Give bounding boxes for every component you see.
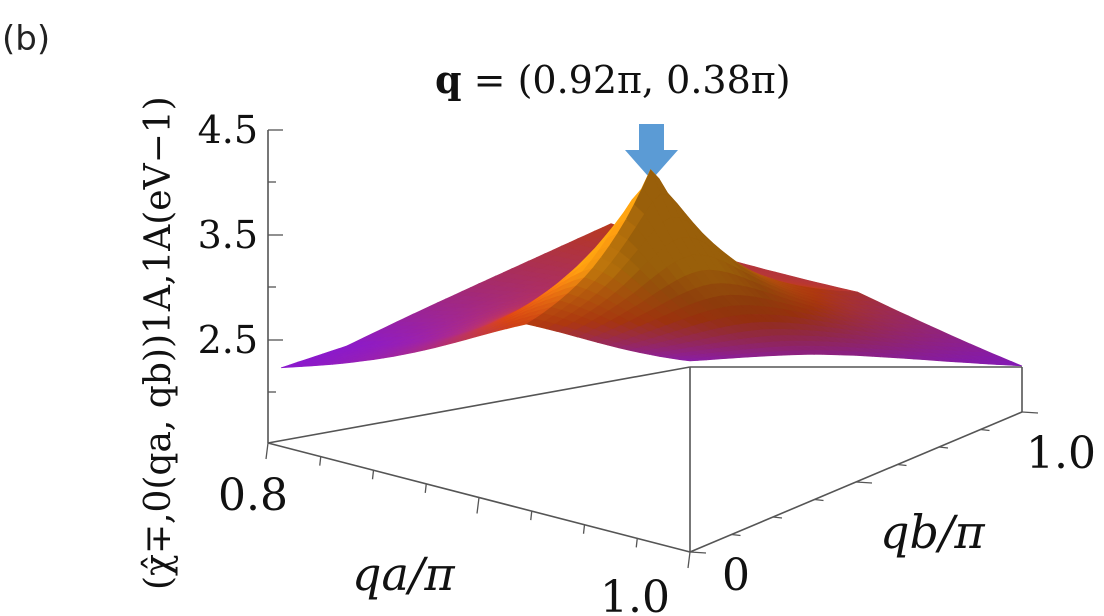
qb-tick-0: 0: [722, 550, 750, 601]
qb-tick-1.0: 1.0: [1026, 428, 1096, 479]
qb-tick-mark: [980, 428, 990, 432]
qb-tick-mark: [855, 481, 873, 484]
qb-tick-mark: [897, 463, 907, 467]
qb-tick-mark: [772, 516, 783, 519]
qb-tick-mark: [731, 533, 741, 537]
qb-axis-title: qb/π: [880, 505, 985, 559]
qa-tick-mark: [371, 470, 375, 480]
qa-axis-ticks: [265, 442, 691, 569]
surface-mesh: [280, 168, 1023, 369]
qb-tick-mark: [814, 498, 824, 502]
panel-label: (b): [2, 19, 50, 59]
qa-tick-mark: [530, 511, 533, 521]
z-axis-ticks: [268, 129, 283, 393]
qa-tick-0.8: 0.8: [218, 470, 288, 521]
z-tick-3.5: 3.5: [198, 213, 258, 257]
qa-tick-mark: [687, 551, 691, 569]
peak-arrow-icon: [625, 124, 678, 180]
peak-annotation-bold: q: [435, 57, 462, 102]
qa-tick-mark: [635, 538, 638, 548]
qa-tick-1.0: 1.0: [600, 572, 670, 616]
qa-tick-mark: [476, 497, 480, 514]
qa-tick-mark: [424, 483, 427, 493]
z-tick-4.5: 4.5: [198, 108, 258, 152]
axes-box: [265, 129, 1039, 569]
peak-annotation: q = (0.92π, 0.38π): [435, 57, 791, 102]
qb-axis-ticks: [689, 411, 1039, 554]
peak-annotation-value: = (0.92π, 0.38π): [462, 58, 791, 102]
qa-tick-mark: [265, 442, 269, 460]
qb-tick-mark: [1021, 411, 1039, 414]
qb-tick-mark: [938, 446, 949, 449]
qa-tick-mark: [319, 456, 322, 466]
qb-tick-mark: [689, 551, 707, 554]
back-axis-line: [267, 366, 691, 444]
z-tick-2.5: 2.5: [198, 318, 258, 362]
qa-tick-mark: [582, 524, 586, 534]
surface-facet: [679, 358, 699, 362]
qa-axis-title: qa/π: [352, 547, 455, 601]
z-axis-label: (χ̂∓,0(qa, qb))1A,1A(eV−1): [138, 96, 179, 590]
